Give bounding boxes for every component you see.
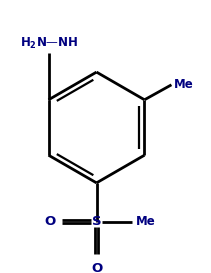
Text: O: O [44, 215, 55, 228]
Text: O: O [91, 262, 102, 273]
Text: Me: Me [135, 215, 155, 228]
Text: $\mathdefault{H_2N}$—NH: $\mathdefault{H_2N}$—NH [20, 36, 77, 51]
Text: S: S [92, 215, 101, 228]
Text: Me: Me [174, 78, 193, 91]
